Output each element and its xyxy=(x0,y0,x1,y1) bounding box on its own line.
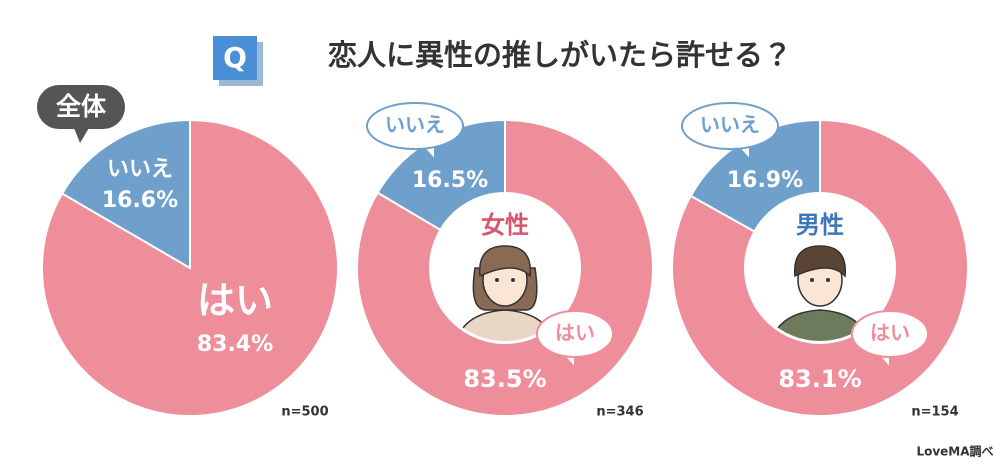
sample-size: n=154 xyxy=(911,405,958,420)
badge-text: Q xyxy=(223,41,247,74)
group-label: 女性 xyxy=(481,211,529,239)
figure-eye xyxy=(495,278,499,282)
value-label: 16.9% xyxy=(727,168,803,193)
category-label: いいえ xyxy=(700,113,760,137)
value-label: 83.5% xyxy=(463,365,546,393)
title: 恋人に異性の推しがいたら許せる？ xyxy=(328,38,792,72)
slice xyxy=(689,118,821,233)
label-bubble xyxy=(37,85,125,129)
category-label: いいえ xyxy=(107,157,173,182)
sample-size: n=500 xyxy=(281,405,328,420)
slice xyxy=(60,118,191,270)
figure-hair xyxy=(793,245,847,278)
group-label: 全体 xyxy=(56,92,107,121)
group-label: 男性 xyxy=(796,211,844,239)
figure-eye xyxy=(826,278,830,282)
category-label: いいえ xyxy=(385,113,445,137)
category-label: はい xyxy=(197,279,273,323)
value-label: 16.6% xyxy=(102,188,178,213)
figure xyxy=(454,245,556,341)
value-label: 83.1% xyxy=(778,365,861,393)
bubble xyxy=(681,102,779,150)
figure-hair xyxy=(478,245,532,278)
bubble-tail-cover xyxy=(731,136,751,144)
category-label: はい xyxy=(555,321,595,345)
category-label: はい xyxy=(870,321,910,345)
value-label: 16.5% xyxy=(412,168,488,193)
source: LoveMA調べ xyxy=(916,444,993,459)
slice xyxy=(376,118,506,232)
sample-size: n=346 xyxy=(596,405,643,420)
figure-eye xyxy=(810,278,814,282)
bubble xyxy=(366,102,464,150)
badge xyxy=(213,36,257,80)
bubble-tail-cover xyxy=(416,136,436,144)
bubble-tail-cover xyxy=(871,344,891,352)
value-label: 83.4% xyxy=(197,332,273,357)
figure-eye xyxy=(511,278,515,282)
bubble-tail-cover xyxy=(556,344,576,352)
